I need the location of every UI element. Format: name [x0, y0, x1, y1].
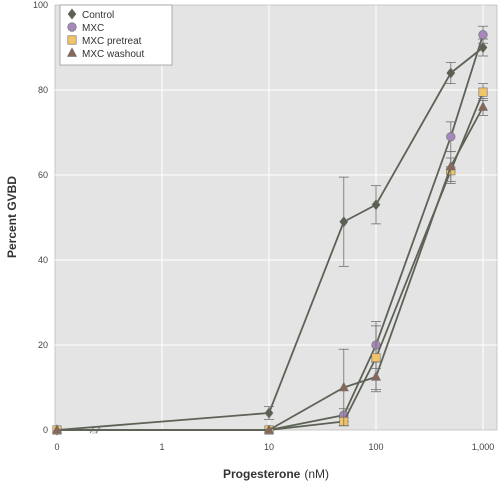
data-point — [446, 132, 456, 142]
data-point — [264, 424, 274, 434]
data-point — [371, 353, 381, 363]
data-point — [478, 30, 488, 40]
legend-label: MXC — [82, 23, 104, 34]
legend-box — [59, 4, 173, 66]
y-tick-label: 40 — [38, 255, 48, 265]
series-layer — [52, 25, 488, 436]
y-tick-label: 100 — [33, 0, 48, 10]
plot-area — [54, 4, 498, 431]
y-tick-label: 80 — [38, 85, 48, 95]
series-line — [57, 106, 484, 431]
legend-marker-mxc-pretreat — [67, 35, 77, 45]
legend-label: MXC washout — [82, 49, 144, 60]
data-point — [478, 87, 488, 97]
series-line — [56, 46, 484, 431]
legend: Control MXC MXC pretreat MXC washout — [59, 4, 173, 66]
y-tick-label: 60 — [38, 170, 48, 180]
data-point — [52, 424, 62, 434]
legend-marker-mxc-washout — [67, 47, 77, 57]
x-tick-label: 1 — [159, 442, 164, 452]
series-mxc-washout — [52, 98, 488, 434]
legend-marker-mxc — [67, 22, 77, 32]
data-point — [445, 160, 456, 171]
data-point — [339, 216, 349, 228]
data-point — [446, 67, 456, 79]
data-point — [338, 381, 349, 392]
data-point — [371, 371, 381, 381]
legend-label: MXC pretreat — [82, 36, 142, 47]
x-tick-label: 0 — [54, 442, 59, 452]
legend-label: Control — [82, 10, 114, 21]
y-axis-title: Percent GVBD — [5, 176, 19, 258]
x-tick-label: 10 — [264, 442, 274, 452]
data-point — [371, 199, 381, 211]
y-tick-label: 0 — [43, 425, 48, 435]
y-tick-label: 20 — [38, 340, 48, 350]
gridlines — [55, 5, 497, 430]
legend-marker-control — [67, 8, 77, 20]
data-point — [264, 407, 274, 419]
x-tick-label: 1,000 — [472, 442, 495, 452]
data-point — [478, 101, 488, 111]
x-tick-label: 100 — [368, 442, 383, 452]
x-axis-title: Progesterone (nM) — [223, 467, 329, 481]
